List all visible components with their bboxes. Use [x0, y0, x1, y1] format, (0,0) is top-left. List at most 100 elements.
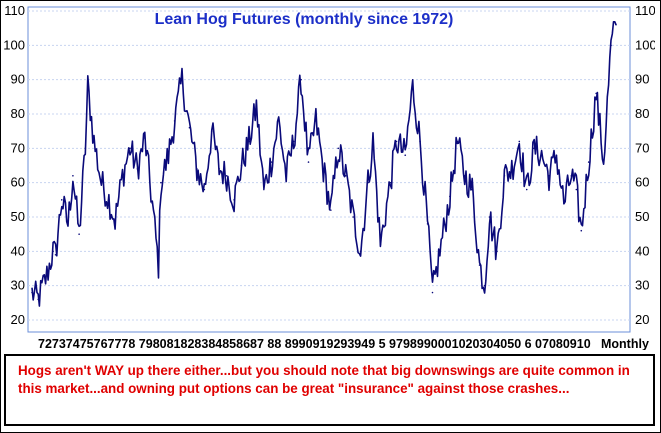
- data-point: [344, 175, 347, 177]
- data-point: [84, 147, 87, 150]
- y-tick-label-left: 110: [4, 4, 25, 18]
- data-point: [167, 154, 170, 156]
- data-point: [315, 120, 317, 122]
- y-tick-label-right: 50: [635, 209, 649, 224]
- chart-title: Lean Hog Futures (monthly since 1972): [155, 11, 454, 28]
- data-point: [610, 44, 612, 47]
- data-point: [255, 106, 258, 108]
- data-point: [389, 181, 392, 184]
- data-point: [488, 216, 491, 218]
- data-point: [270, 161, 273, 163]
- data-point: [72, 175, 74, 177]
- data-point: [54, 253, 57, 256]
- data-point: [372, 140, 374, 143]
- data-point: [93, 140, 95, 143]
- y-tick-label-right: 30: [635, 278, 649, 293]
- data-point: [188, 126, 191, 129]
- data-point: [210, 130, 213, 132]
- data-point: [337, 147, 340, 150]
- data-point: [431, 291, 434, 294]
- caption-box: Hogs aren't WAY up there either...but yo…: [4, 354, 655, 426]
- data-point: [233, 199, 235, 201]
- y-tick-label-left: 80: [11, 106, 25, 121]
- y-tick-label-right: 80: [635, 106, 649, 121]
- data-point: [173, 120, 176, 122]
- data-point: [533, 147, 535, 150]
- data-point: [496, 250, 498, 253]
- series-line: [31, 21, 617, 307]
- data-point: [540, 154, 543, 156]
- data-point: [419, 140, 421, 143]
- data-point: [157, 264, 160, 266]
- frequency-label: Monthly: [601, 337, 649, 350]
- data-point: [121, 175, 124, 177]
- y-tick-label-left: 40: [11, 243, 25, 258]
- data-point: [67, 223, 69, 225]
- data-point: [100, 181, 103, 184]
- data-point: [570, 175, 573, 177]
- data-point: [160, 181, 162, 184]
- data-point: [60, 199, 63, 201]
- data-point: [555, 154, 558, 156]
- data-point: [449, 195, 451, 198]
- data-point: [136, 168, 139, 170]
- data-point: [300, 78, 302, 81]
- data-point: [248, 140, 250, 143]
- y-tick-label-right: 40: [635, 243, 649, 258]
- y-tick-label-left: 50: [11, 209, 25, 224]
- y-tick-label-left: 20: [11, 312, 25, 327]
- y-tick-label-right: 90: [635, 72, 649, 87]
- y-tick-label-right: 60: [635, 175, 649, 190]
- data-point: [292, 140, 295, 143]
- data-point: [37, 298, 39, 301]
- data-point: [580, 229, 583, 232]
- data-point: [46, 274, 48, 277]
- data-point: [78, 233, 80, 235]
- y-tick-label-left: 30: [11, 278, 25, 293]
- price-chart: 20 30 40 50 60 70 80 90 100 110 20 30 40 50 60 70 80 90 1…: [3, 3, 657, 351]
- data-point: [439, 250, 441, 253]
- y-tick-label-left: 90: [11, 72, 25, 87]
- y-tick-label-right: 20: [635, 312, 649, 327]
- series-layer: [31, 21, 617, 307]
- data-point: [518, 140, 521, 143]
- y-tick-label-left: 70: [11, 140, 25, 155]
- data-point: [307, 161, 310, 163]
- data-point: [52, 250, 54, 253]
- data-point: [503, 175, 506, 177]
- data-point: [595, 92, 597, 95]
- data-point: [218, 168, 221, 170]
- data-point: [31, 291, 33, 294]
- caption-text: Hogs aren't WAY up there either...but yo…: [18, 363, 630, 396]
- y-axis-right: 20 30 40 50 60 70 80 90 100 110: [635, 3, 657, 327]
- data-point: [367, 181, 369, 184]
- data-point: [395, 140, 398, 143]
- data-point: [602, 161, 605, 163]
- data-point: [240, 164, 243, 167]
- data-point: [263, 188, 265, 191]
- data-point: [330, 209, 332, 211]
- data-point: [196, 168, 198, 170]
- data-point: [225, 175, 228, 177]
- data-point: [144, 137, 146, 139]
- y-tick-label-right: 110: [635, 4, 655, 18]
- data-point: [404, 154, 407, 156]
- chart-area: 20 30 40 50 60 70 80 90 100 110 20 30 40 50 60 70 80 90 1…: [3, 3, 657, 351]
- data-point: [548, 175, 550, 177]
- data-point: [426, 223, 429, 225]
- data-point: [151, 202, 154, 205]
- data-point: [511, 168, 513, 170]
- y-tick-label-left: 60: [11, 175, 25, 190]
- data-point: [129, 147, 131, 150]
- y-tick-label-right: 100: [635, 37, 655, 52]
- data-point: [352, 216, 354, 218]
- data-point: [563, 202, 565, 205]
- data-point: [359, 250, 362, 253]
- data-point: [86, 85, 89, 88]
- plot-background: [27, 6, 631, 333]
- data-point: [478, 264, 481, 266]
- data-point: [114, 219, 116, 222]
- data-point: [483, 284, 486, 287]
- data-point: [322, 168, 325, 170]
